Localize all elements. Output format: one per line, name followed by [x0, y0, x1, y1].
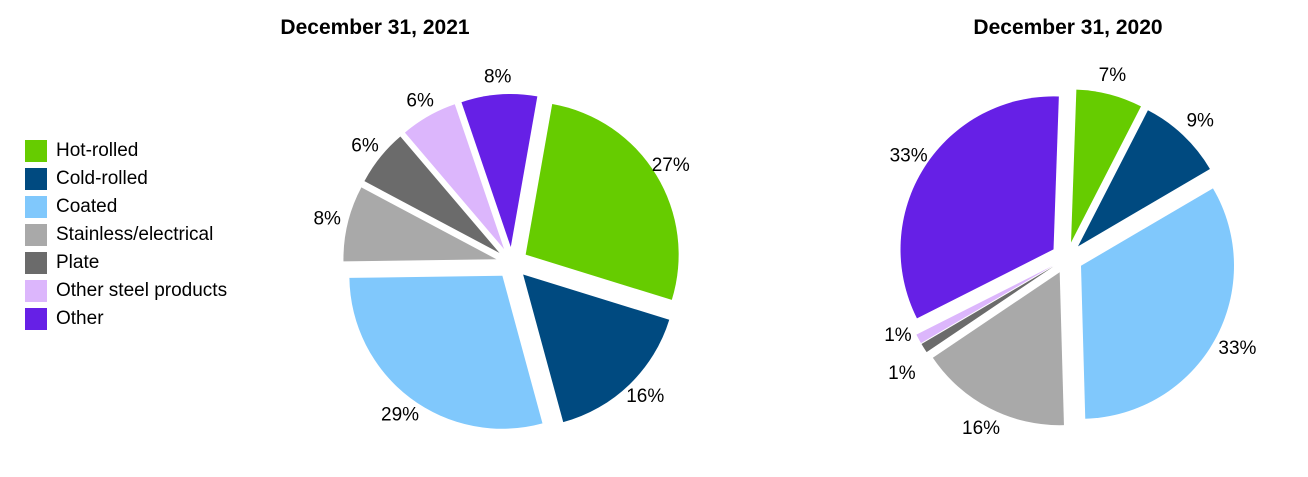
data-label: 16%: [626, 386, 664, 407]
pie-slice-stainless-electrical: [932, 272, 1064, 426]
legend-swatch: [25, 252, 47, 274]
pie-slice-stainless-electrical: [343, 187, 497, 262]
pie-slice-hot-rolled: [525, 103, 679, 300]
legend-item-cold-rolled: Cold-rolled: [25, 165, 227, 193]
pie-slice-other: [461, 94, 538, 248]
legend-label: Cold-rolled: [56, 168, 148, 189]
data-label: 16%: [962, 418, 1000, 439]
legend: Hot-rolled Cold-rolled Coated Stainless/…: [25, 137, 227, 333]
legend-label: Stainless/electrical: [56, 224, 214, 245]
pie-slice-cold-rolled: [523, 274, 670, 423]
data-label: 6%: [406, 90, 434, 111]
data-label: 1%: [888, 363, 916, 384]
legend-label: Other steel products: [56, 280, 228, 301]
legend-item-other-steel-products: Other steel products: [25, 277, 227, 305]
chart-title-2020: December 31, 2020: [973, 16, 1163, 39]
data-label: 9%: [1186, 110, 1214, 131]
legend-item-coated: Coated: [25, 193, 227, 221]
legend-swatch: [25, 196, 47, 218]
pie-slice-coated: [349, 275, 543, 429]
legend-swatch: [25, 308, 47, 330]
data-label: 1%: [884, 325, 912, 346]
pie-slice-coated: [1080, 188, 1234, 419]
pie-slice-other-steel-products: [916, 265, 1053, 344]
data-label: 33%: [890, 146, 928, 167]
legend-label: Other: [56, 308, 104, 329]
legend-swatch: [25, 280, 47, 302]
legend-item-stainless-electrical: Stainless/electrical: [25, 221, 227, 249]
pie-slice-plate: [921, 266, 1054, 353]
data-label: 6%: [351, 135, 379, 156]
pie-chart-2020: 7% 9% 33% 16% 1% 1% 33%: [884, 65, 1256, 439]
legend-item-other: Other: [25, 305, 227, 333]
chart-title-2021: December 31, 2021: [280, 16, 470, 39]
legend-swatch: [25, 140, 47, 162]
data-label: 33%: [1218, 338, 1256, 359]
data-label: 29%: [381, 405, 419, 426]
pie-slice-hot-rolled: [1071, 89, 1141, 243]
data-label: 8%: [313, 208, 341, 229]
pie-slice-plate: [364, 136, 500, 253]
data-label: 8%: [484, 67, 512, 88]
legend-label: Hot-rolled: [56, 140, 139, 161]
legend-swatch: [25, 224, 47, 246]
pie-chart-2021: 27% 16% 29% 8% 6% 6% 8%: [313, 67, 690, 429]
legend-label: Coated: [56, 196, 118, 217]
legend-swatch: [25, 168, 47, 190]
legend-item-hot-rolled: Hot-rolled: [25, 137, 227, 165]
pie-slice-cold-rolled: [1077, 110, 1210, 247]
data-label: 7%: [1099, 65, 1127, 86]
legend-label: Plate: [56, 252, 100, 273]
pie-slice-other-steel-products: [404, 104, 505, 250]
pie-slice-other: [900, 96, 1059, 319]
data-label: 27%: [652, 155, 690, 176]
legend-item-plate: Plate: [25, 249, 227, 277]
